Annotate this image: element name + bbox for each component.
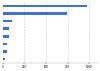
- Bar: [3, 43, 7, 45]
- Bar: [3, 50, 7, 53]
- Bar: [3, 58, 5, 60]
- Bar: [3, 27, 9, 30]
- Bar: [3, 35, 8, 38]
- Bar: [3, 5, 87, 7]
- Bar: [3, 12, 67, 15]
- Bar: [3, 20, 12, 22]
